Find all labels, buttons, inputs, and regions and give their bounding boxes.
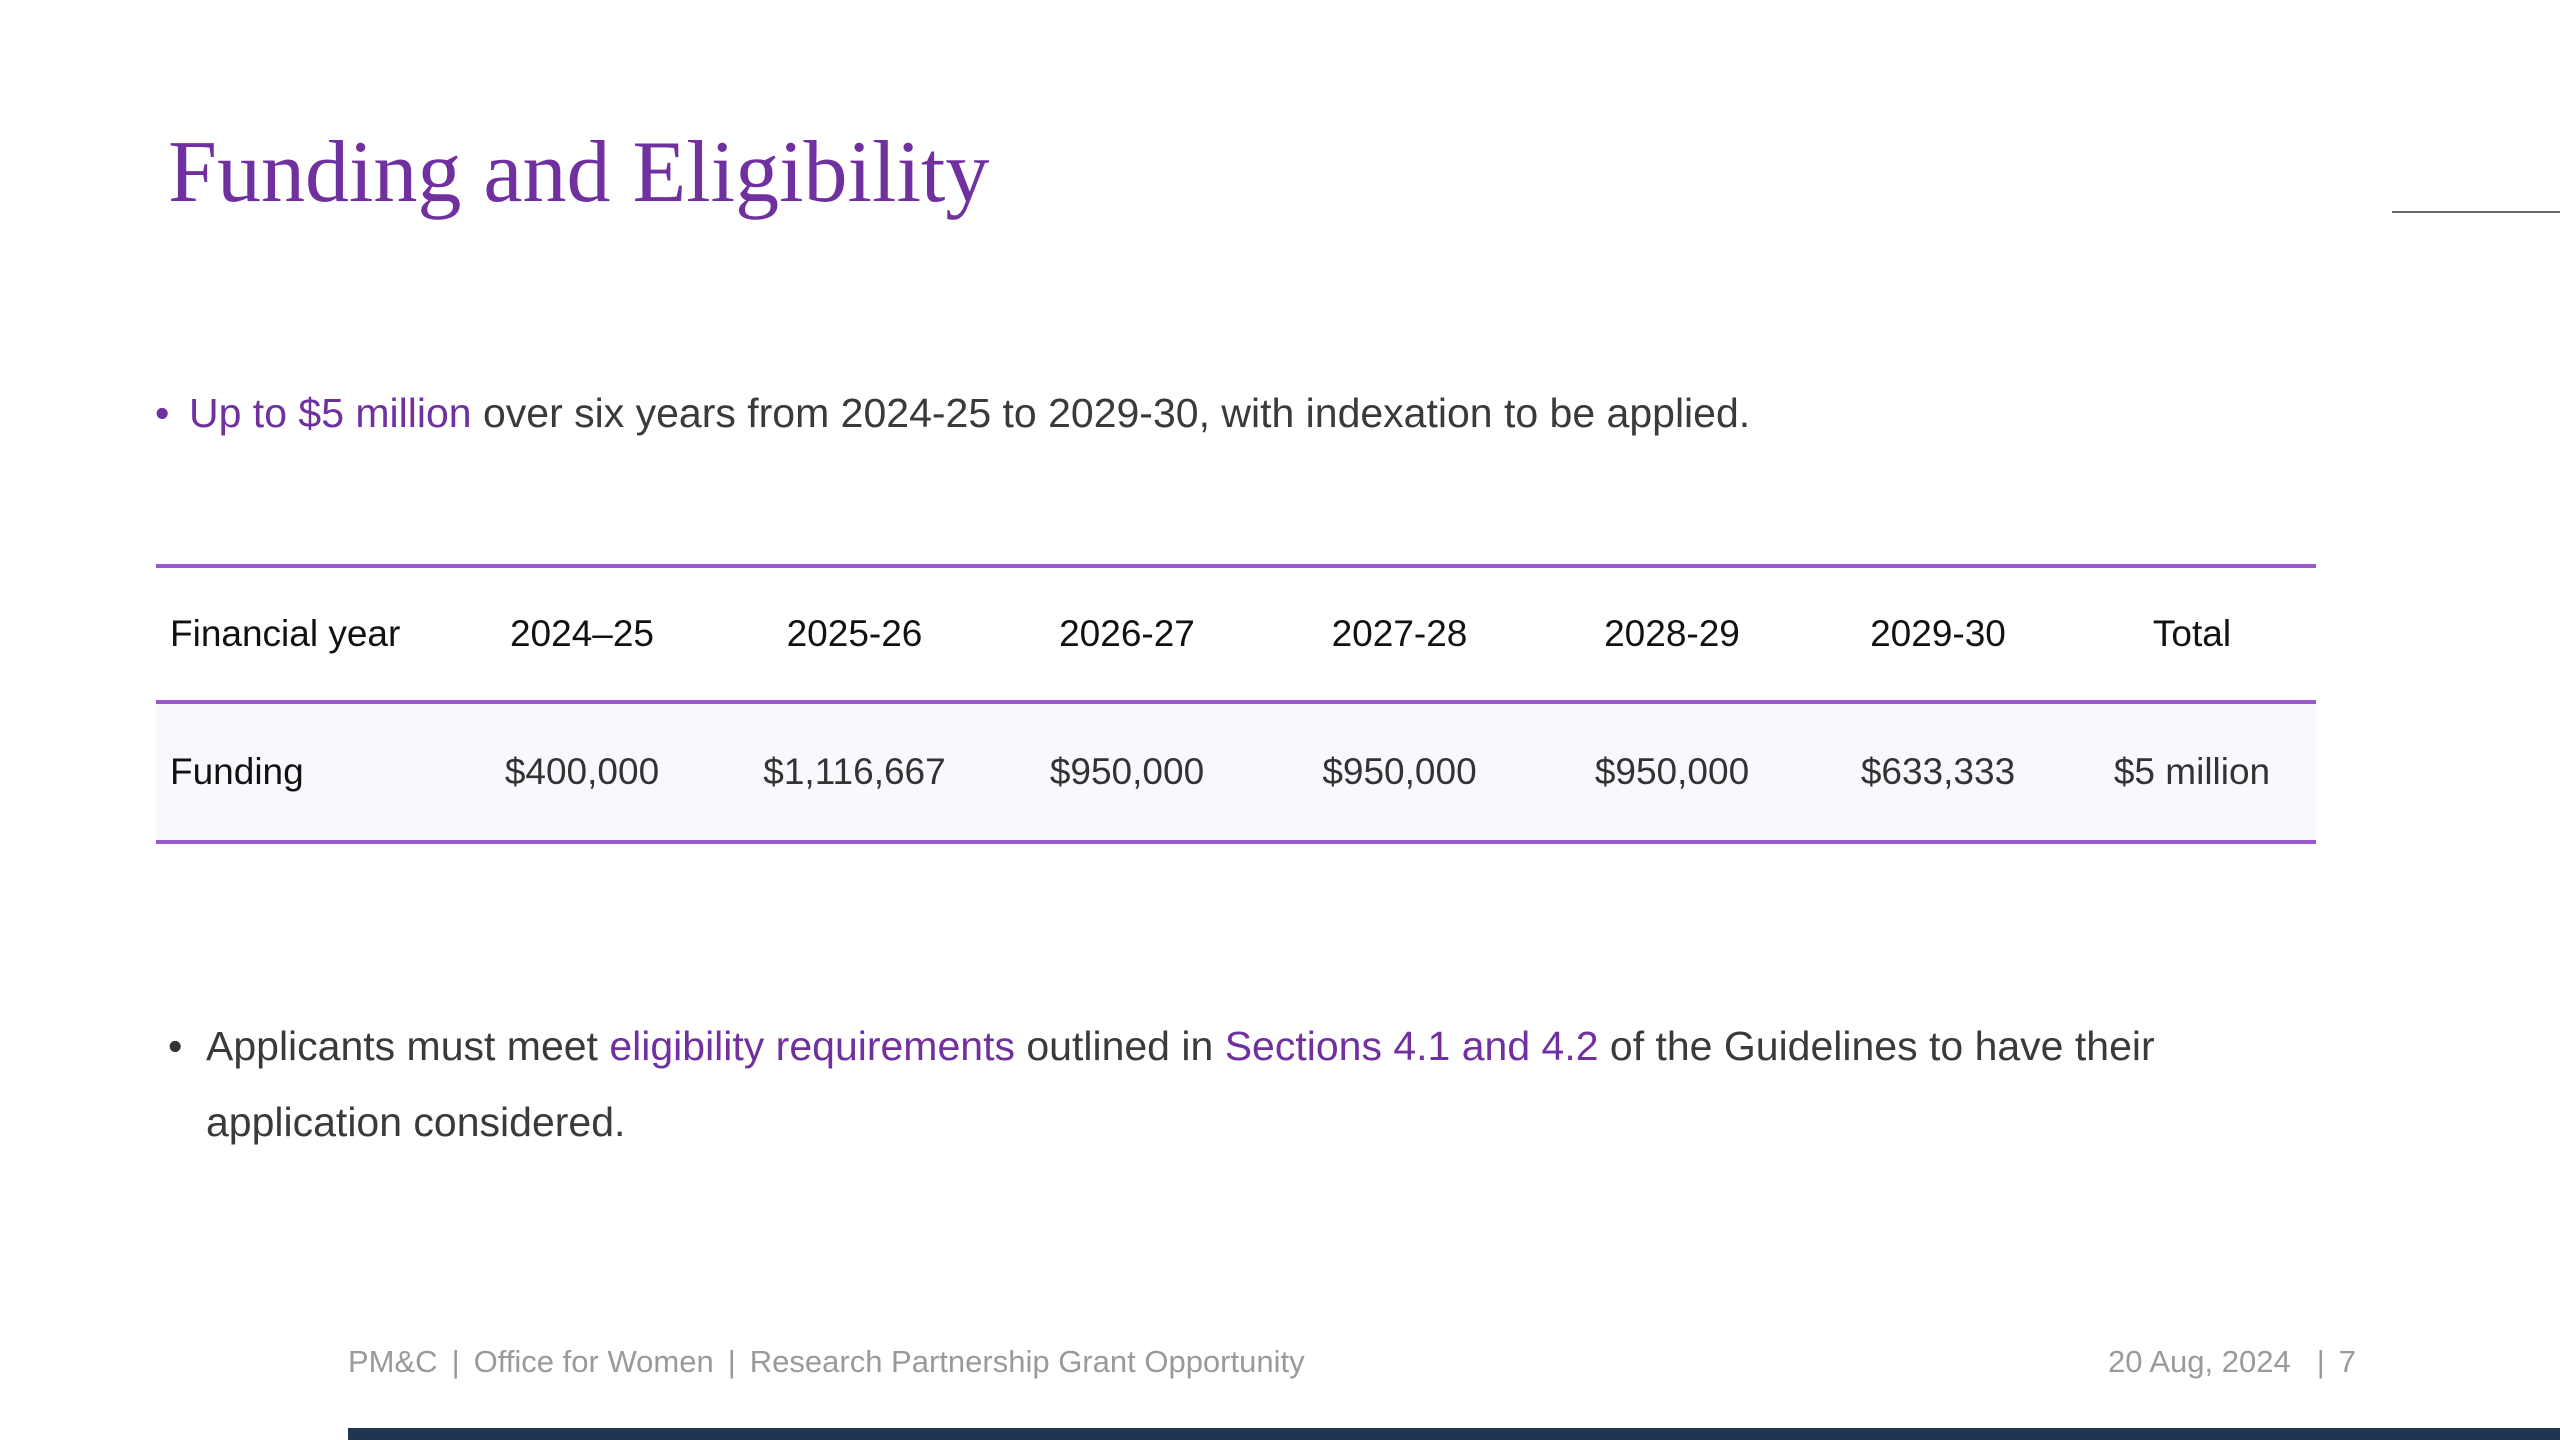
eligibility-text-part: outlined in xyxy=(1014,1023,1225,1069)
funding-cell: $400,000 xyxy=(504,751,660,792)
funding-cell: $633,333 xyxy=(1860,751,2016,792)
table-header-row: Financial year 2024–25 2025-26 2026-27 2… xyxy=(156,566,2316,702)
corner-rule xyxy=(2392,211,2560,213)
bullet-dot-icon: • xyxy=(155,390,170,436)
funding-total-cell: $5 million xyxy=(2113,751,2271,792)
funding-cell: $950,000 xyxy=(1322,751,1477,792)
slide-title: Funding and Eligibility xyxy=(168,124,990,221)
bullet-dot-icon: • xyxy=(168,1023,183,1069)
eligibility-text-part: of the Guidelines to have their applicat… xyxy=(206,1023,2155,1145)
eligibility-bullet-text: Applicants must meet eligibility require… xyxy=(206,1008,2166,1160)
table-row: Funding $400,000 $1,116,667 $950,000 $95… xyxy=(156,702,2316,842)
funding-table: Financial year 2024–25 2025-26 2026-27 2… xyxy=(156,564,2316,844)
header-year-2029-30: 2029-30 xyxy=(1870,613,2006,654)
footer-org: PM&C xyxy=(348,1344,438,1379)
footer-bar xyxy=(348,1428,2560,1440)
footer-info: PM&C | Office for Women | Research Partnersh… xyxy=(348,1342,1305,1382)
footer-date: 20 Aug, 2024 xyxy=(2107,1344,2291,1379)
header-year-2026-27: 2026-27 xyxy=(1059,613,1195,654)
eligibility-text-part: Applicants must meet xyxy=(206,1023,610,1069)
header-year-2028-29: 2028-29 xyxy=(1604,613,1740,654)
eligibility-bullet: • Applicants must meet eligibility requi… xyxy=(168,1008,2168,1160)
funding-bullet: • Up to $5 million over six years from 2… xyxy=(155,386,1750,440)
funding-bullet-text: Up to $5 million over six years from 202… xyxy=(189,386,1750,440)
footer-separator: | xyxy=(727,1344,736,1379)
funding-bullet-rest: over six years from 2024-25 to 2029-30, … xyxy=(471,390,1751,436)
eligibility-requirements-link[interactable]: eligibility requirements xyxy=(609,1023,1015,1069)
footer-separator: | xyxy=(451,1344,460,1379)
header-year-2027-28: 2027-28 xyxy=(1331,613,1468,654)
footer-office: Office for Women xyxy=(473,1344,714,1379)
funding-cell: $950,000 xyxy=(1049,751,1205,792)
page-number: 7 xyxy=(2338,1344,2356,1379)
footer-program: Research Partnership Grant Opportunity xyxy=(749,1344,1305,1379)
footer-date-page: 20 Aug, 2024 | 7 xyxy=(2108,1342,2356,1382)
header-financial-year: Financial year xyxy=(170,613,401,654)
header-year-2025-26: 2025-26 xyxy=(786,613,923,654)
funding-amount-highlight: Up to $5 million xyxy=(189,390,472,436)
row-label-funding: Funding xyxy=(170,751,304,792)
footer-separator: | xyxy=(2316,1344,2325,1379)
sections-link[interactable]: Sections 4.1 and 4.2 xyxy=(1224,1023,1599,1069)
funding-cell: $1,116,667 xyxy=(763,751,946,792)
funding-cell: $950,000 xyxy=(1594,751,1750,792)
header-year-2024-25: 2024–25 xyxy=(509,613,655,654)
header-total: Total xyxy=(2152,613,2232,654)
